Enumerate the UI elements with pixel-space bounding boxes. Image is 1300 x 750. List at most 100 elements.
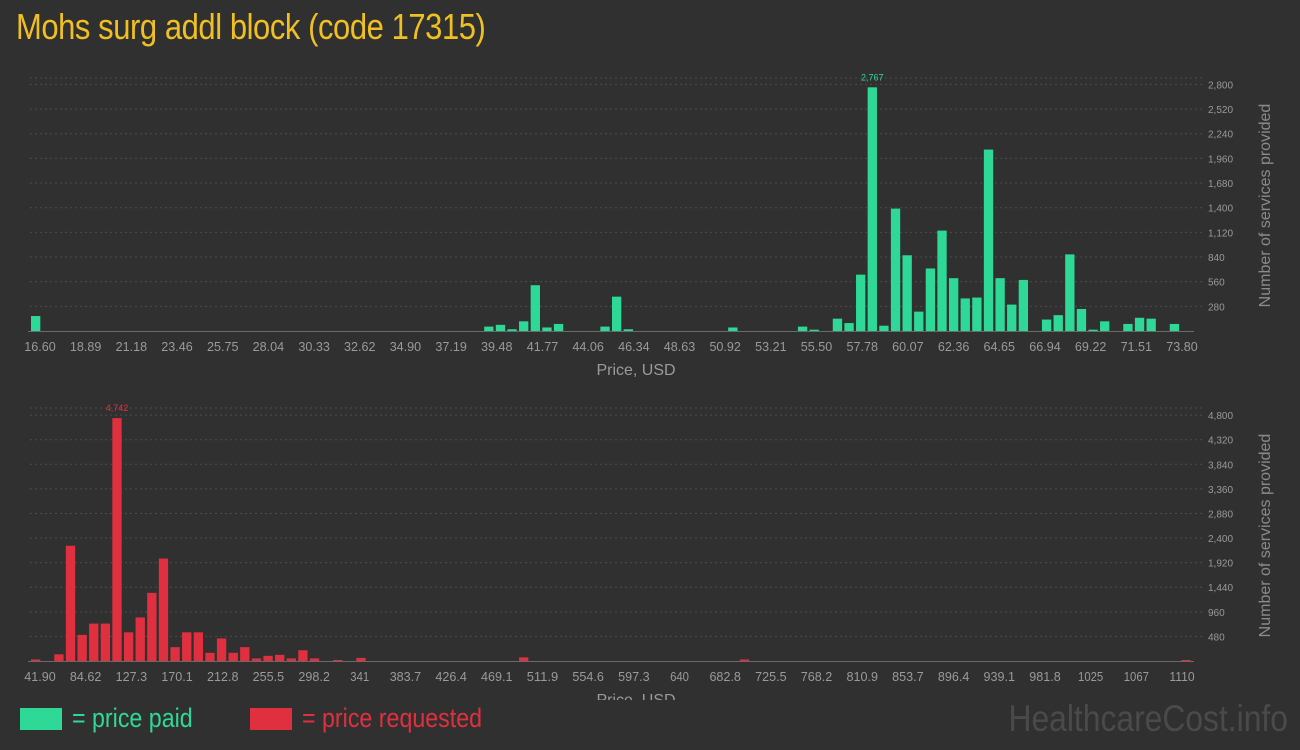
bar-98: [1169, 323, 1180, 331]
bar-87: [1041, 319, 1052, 331]
legend-price-requested: = price requested: [250, 703, 511, 734]
y-tick-label-1: 960: [1208, 608, 1225, 619]
x-tick-label-17: 768.2: [801, 669, 833, 684]
site-watermark: HealthcareCost.info: [1008, 698, 1288, 739]
bar-72: [867, 87, 877, 332]
page-title: Mohs surg addl block (code 17315): [16, 6, 486, 47]
price-paid-chart: 280 560 840 1,120 1,400 1,680 1,960 2,240 2,520 2…: [24, 72, 1274, 379]
bar-51: [623, 329, 633, 331]
y-tick-label-7: 3,840: [1208, 460, 1233, 471]
bar-77: [925, 268, 936, 331]
x-tick-label-5: 255.5: [253, 669, 285, 684]
bar-10: [147, 592, 157, 661]
y-tick-label-2: 840: [1208, 253, 1225, 264]
x-tick-label-4: 25.75: [207, 339, 239, 354]
bar-26: [333, 659, 343, 661]
legend-price-paid: = price paid: [20, 703, 212, 734]
bar-14: [193, 632, 203, 661]
bar-92: [1100, 321, 1110, 331]
bar-28: [356, 657, 366, 661]
bar-20: [263, 655, 273, 661]
x-tick-label-15: 50.92: [709, 339, 741, 354]
x-tick-label-14: 640: [670, 669, 689, 684]
y-tick-label-5: 2,880: [1208, 509, 1233, 520]
bar-15: [205, 652, 215, 661]
bar-80: [960, 298, 970, 331]
x-tick-label-13: 46.34: [618, 339, 650, 354]
bar-23: [298, 650, 308, 661]
x-tick-label-12: 554.6: [572, 669, 604, 684]
peak-value-label: 2,767: [861, 72, 884, 82]
bar-79: [948, 278, 959, 331]
bar-90: [1076, 308, 1087, 331]
legend-requested-swatch: [250, 707, 292, 730]
bar-42: [519, 657, 529, 661]
x-tick-label-3: 23.46: [161, 339, 193, 354]
bar-78: [937, 230, 947, 331]
y-tick-label-1: 560: [1208, 278, 1225, 289]
x-tick-label-25: 73.80: [1166, 339, 1198, 354]
bar-41: [507, 329, 517, 331]
bar-67: [809, 329, 819, 331]
bar-45: [553, 323, 564, 331]
bar-49: [600, 326, 610, 331]
bar-76: [914, 311, 924, 331]
bar-44: [542, 327, 552, 331]
price-requested-chart: 480 960 1,440 1,920 2,400 2,880 3,360 3,840 4,32…: [24, 403, 1274, 700]
bar-88: [1053, 315, 1063, 331]
bar-85: [1018, 279, 1029, 331]
bar-8: [123, 632, 134, 661]
bar-69: [832, 318, 843, 331]
x-tick-label-9: 37.19: [435, 339, 467, 354]
bar-91: [1088, 329, 1098, 331]
x-tick-label-1: 18.89: [70, 339, 102, 354]
legend-paid-swatch: [20, 707, 62, 730]
y-tick-label-2: 1,440: [1208, 583, 1233, 594]
y-tick-label-4: 2,400: [1208, 534, 1233, 545]
x-tick-label-0: 41.90: [24, 669, 56, 684]
x-tick-label-18: 57.78: [846, 339, 878, 354]
bar-94: [1123, 323, 1133, 331]
y-axis-title: Number of services provided: [1257, 434, 1274, 638]
x-tick-label-24: 1067: [1124, 669, 1149, 684]
bar-99: [1181, 659, 1191, 661]
y-tick-label-0: 480: [1208, 632, 1225, 643]
y-tick-label-9: 4,800: [1208, 411, 1233, 422]
bar-16: [216, 638, 227, 661]
x-tick-label-21: 64.65: [984, 339, 1016, 354]
bar-43: [530, 285, 540, 331]
x-tick-label-11: 41.77: [527, 339, 559, 354]
legend-paid-label: = price paid: [72, 703, 193, 733]
x-tick-label-5: 28.04: [253, 339, 285, 354]
bar-3: [65, 545, 76, 661]
x-tick-label-16: 725.5: [755, 669, 787, 684]
x-tick-label-23: 69.22: [1075, 339, 1107, 354]
y-tick-label-3: 1,920: [1208, 559, 1233, 570]
x-tick-label-7: 341: [350, 669, 369, 684]
x-tick-label-11: 511.9: [527, 669, 559, 684]
x-tick-label-18: 810.9: [846, 669, 878, 684]
x-tick-label-22: 981.8: [1029, 669, 1061, 684]
x-tick-label-9: 426.4: [435, 669, 467, 684]
x-tick-label-12: 44.06: [572, 339, 604, 354]
x-tick-label-8: 34.90: [390, 339, 422, 354]
x-tick-label-4: 212.8: [207, 669, 239, 684]
bar-66: [797, 326, 808, 331]
y-tick-label-6: 1,960: [1208, 154, 1233, 165]
x-tick-label-25: 1110: [1169, 669, 1194, 684]
bar-74: [890, 208, 901, 331]
bar-95: [1134, 317, 1145, 331]
y-tick-label-4: 1,400: [1208, 204, 1233, 215]
x-axis-title: Price, USD: [596, 692, 675, 700]
y-tick-label-8: 2,520: [1208, 105, 1233, 116]
bar-2: [54, 654, 64, 661]
bar-12: [170, 647, 180, 661]
x-tick-label-1: 84.62: [70, 669, 102, 684]
x-tick-label-13: 597.3: [618, 669, 650, 684]
bar-71: [856, 274, 866, 331]
x-tick-label-8: 383.7: [390, 669, 422, 684]
x-tick-label-17: 55.50: [801, 339, 833, 354]
x-tick-label-2: 127.3: [116, 669, 148, 684]
bar-0: [31, 659, 41, 661]
x-tick-label-10: 39.48: [481, 339, 513, 354]
